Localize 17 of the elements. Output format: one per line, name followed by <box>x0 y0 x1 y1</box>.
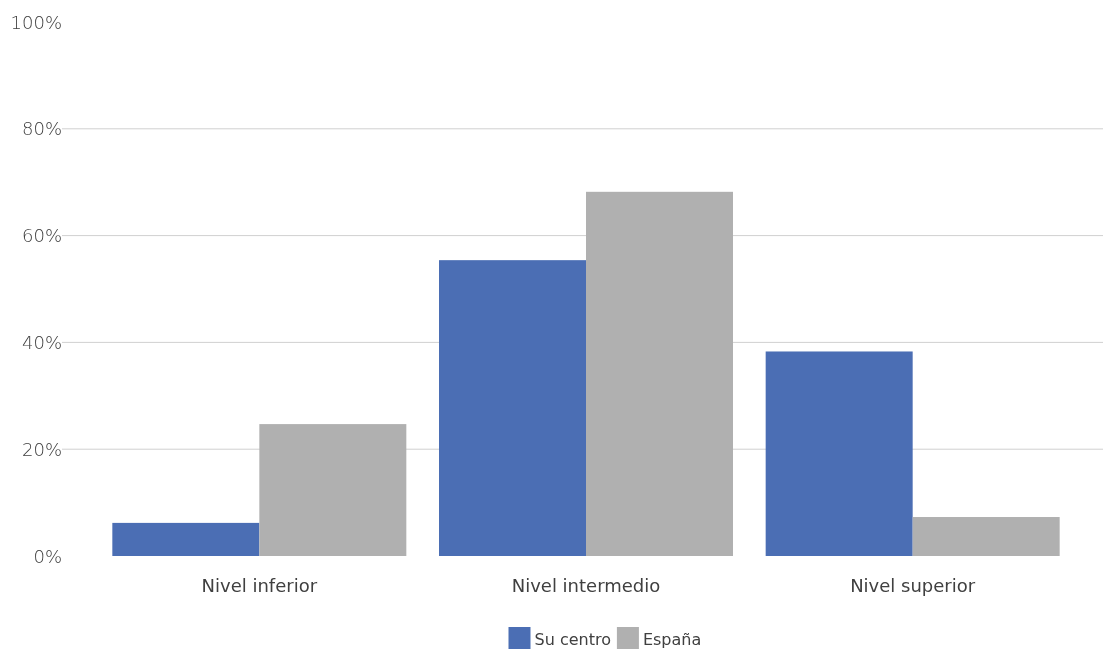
legend-label: Su centro <box>534 629 611 649</box>
y-tick-label: 40% <box>21 331 62 353</box>
bar <box>586 191 733 556</box>
legend-label: España <box>642 629 702 649</box>
bar <box>259 424 407 556</box>
y-tick-label: 100% <box>10 11 62 33</box>
x-tick-label: Nivel superior <box>850 574 976 596</box>
x-tick-label: Nivel intermedio <box>511 574 661 596</box>
bar <box>912 517 1060 556</box>
x-tick-label: Nivel inferior <box>201 574 318 596</box>
bar <box>112 522 260 556</box>
bar <box>765 351 913 556</box>
y-tick-label: 0% <box>33 545 62 567</box>
y-tick-label: 80% <box>21 118 62 140</box>
y-tick-label: 20% <box>21 438 62 460</box>
y-tick-label: 60% <box>21 225 62 247</box>
bar <box>439 260 586 556</box>
